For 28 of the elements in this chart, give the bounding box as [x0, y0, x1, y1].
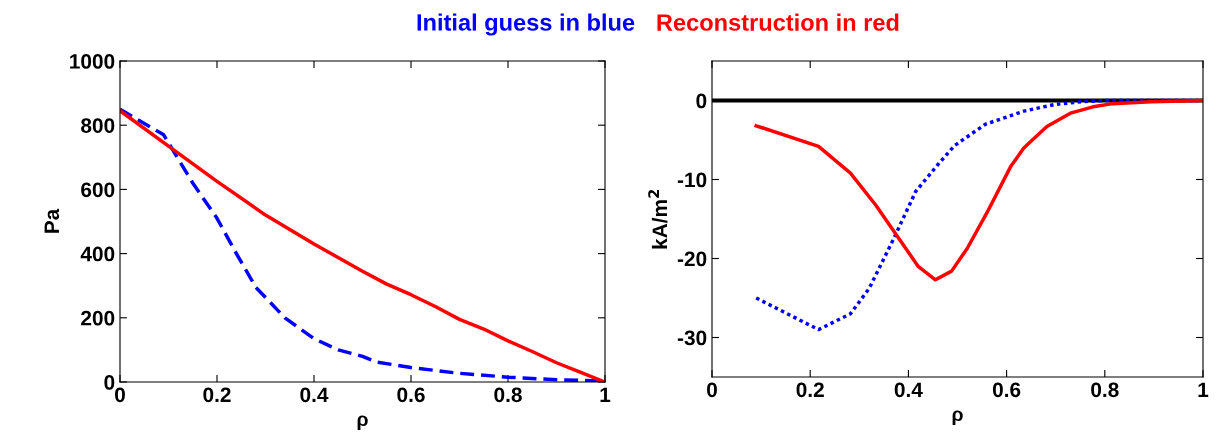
y-tick-label: 800: [81, 118, 115, 133]
x-tick-label: 0.8: [494, 387, 522, 403]
x-tick-label: 0.4: [894, 382, 923, 398]
y-tick-label: 0: [696, 93, 707, 109]
x-tick-label: 0.2: [203, 387, 231, 403]
x-tick-label: 0: [115, 387, 125, 403]
text: Reconstruction in red: [657, 13, 899, 31]
y-axis-title: kA/m$^{2}$: [648, 189, 668, 249]
x-tick-label: 0: [707, 382, 717, 398]
x-tick-label: 0.8: [1091, 382, 1119, 398]
x-axis-title: ρ: [952, 410, 963, 425]
y-tick-label: 1000: [70, 54, 115, 69]
x-tick-label: 1: [600, 387, 611, 402]
x-tick-label: 0.6: [992, 382, 1021, 398]
y-tick-label: -10: [677, 172, 707, 188]
text: Initial guess in blue: [417, 13, 635, 36]
y-tick-label: -30: [677, 330, 707, 346]
y-tick-label: 600: [81, 182, 115, 198]
y-tick-label: 200: [81, 310, 115, 326]
y-tick-label: -20: [677, 251, 707, 267]
y-tick-label: 400: [80, 246, 115, 262]
x-tick-label: 0.6: [397, 387, 425, 403]
line-series: [754, 98, 1203, 282]
x-tick-label: 1: [1198, 382, 1209, 397]
x-axis-title: ρ: [357, 415, 368, 430]
x-tick-label: 0.2: [796, 382, 824, 398]
y-axis-title: Pa: [44, 208, 60, 233]
x-tick-label: 0.4: [300, 387, 329, 403]
